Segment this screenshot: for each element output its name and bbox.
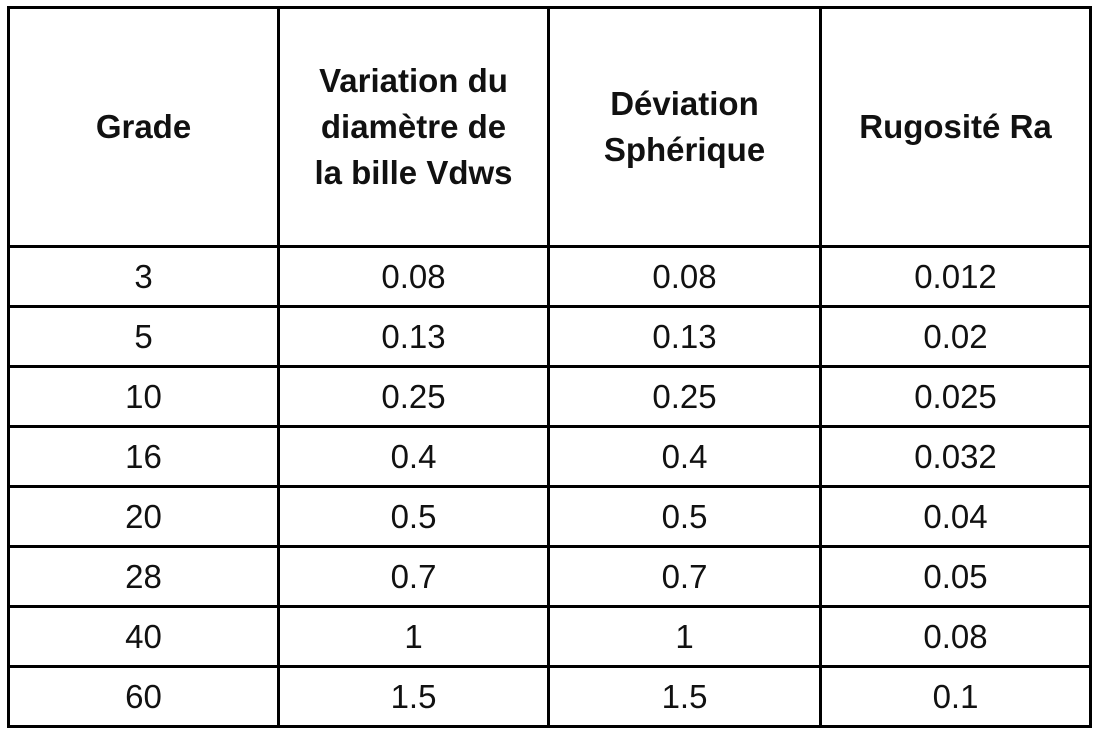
header-line: Variation du (319, 62, 508, 99)
header-cell: Variation du diamètre de la bille Vdws (277, 6, 550, 248)
table-cell: 60 (7, 665, 280, 728)
table-cell: 0.25 (547, 365, 822, 428)
table-cell: 0.08 (547, 245, 822, 308)
table-cell: 0.5 (277, 485, 550, 548)
header-row: Grade Variation du diamètre de la bille Vdw… (7, 6, 1092, 248)
table-cell: 1.5 (277, 665, 550, 728)
table-cell: 5 (7, 305, 280, 368)
table-cell: 0.08 (277, 245, 550, 308)
header-line: la bille Vdws (314, 154, 513, 191)
table-cell: 20 (7, 485, 280, 548)
header-cell: Déviation Sphérique (547, 6, 822, 248)
table-cell: 0.5 (547, 485, 822, 548)
header-line: diamètre de (320, 108, 507, 145)
table-cell: 3 (7, 245, 280, 308)
table-row: 5 0.13 0.13 0.02 (7, 305, 1092, 368)
table-row: 3 0.08 0.08 0.012 (7, 245, 1092, 308)
table-cell: 0.25 (277, 365, 550, 428)
table-cell: 0.05 (819, 545, 1092, 608)
table-cell: 40 (7, 605, 280, 668)
header-cell: Rugosité Ra (819, 6, 1092, 248)
header-line: Sphérique (603, 131, 766, 168)
table-cell: 0.1 (819, 665, 1092, 728)
table-row: 28 0.7 0.7 0.05 (7, 545, 1092, 608)
table-cell: 16 (7, 425, 280, 488)
table-head: Grade Variation du diamètre de la bille Vdw… (7, 6, 1092, 248)
header-line: Rugosité Ra (859, 108, 1052, 145)
table-cell: 28 (7, 545, 280, 608)
table-cell: 1.5 (547, 665, 822, 728)
table-row: 40 1 1 0.08 (7, 605, 1092, 668)
header-cell: Grade (7, 6, 280, 248)
table-cell: 0.04 (819, 485, 1092, 548)
table-cell: 0.13 (277, 305, 550, 368)
table-cell: 0.4 (277, 425, 550, 488)
table-cell: 0.02 (819, 305, 1092, 368)
table-body: 3 0.08 0.08 0.012 5 0.13 0.13 0.02 10 0.25 0.25 0.0… (7, 245, 1092, 728)
table-cell: 0.032 (819, 425, 1092, 488)
table-cell: 1 (547, 605, 822, 668)
table-cell: 0.4 (547, 425, 822, 488)
table-cell: 10 (7, 365, 280, 428)
table-row: 10 0.25 0.25 0.025 (7, 365, 1092, 428)
table-cell: 0.13 (547, 305, 822, 368)
table-row: 60 1.5 1.5 0.1 (7, 665, 1092, 728)
header-line: Grade (95, 108, 192, 145)
table-row: 16 0.4 0.4 0.032 (7, 425, 1092, 488)
data-table: Grade Variation du diamètre de la bille Vdw… (7, 6, 1092, 728)
table-cell: 0.7 (547, 545, 822, 608)
table-cell: 0.08 (819, 605, 1092, 668)
table-cell: 1 (277, 605, 550, 668)
table-cell: 0.025 (819, 365, 1092, 428)
header-line: Déviation (610, 85, 759, 122)
table-cell: 0.012 (819, 245, 1092, 308)
table-cell: 0.7 (277, 545, 550, 608)
table-row: 20 0.5 0.5 0.04 (7, 485, 1092, 548)
